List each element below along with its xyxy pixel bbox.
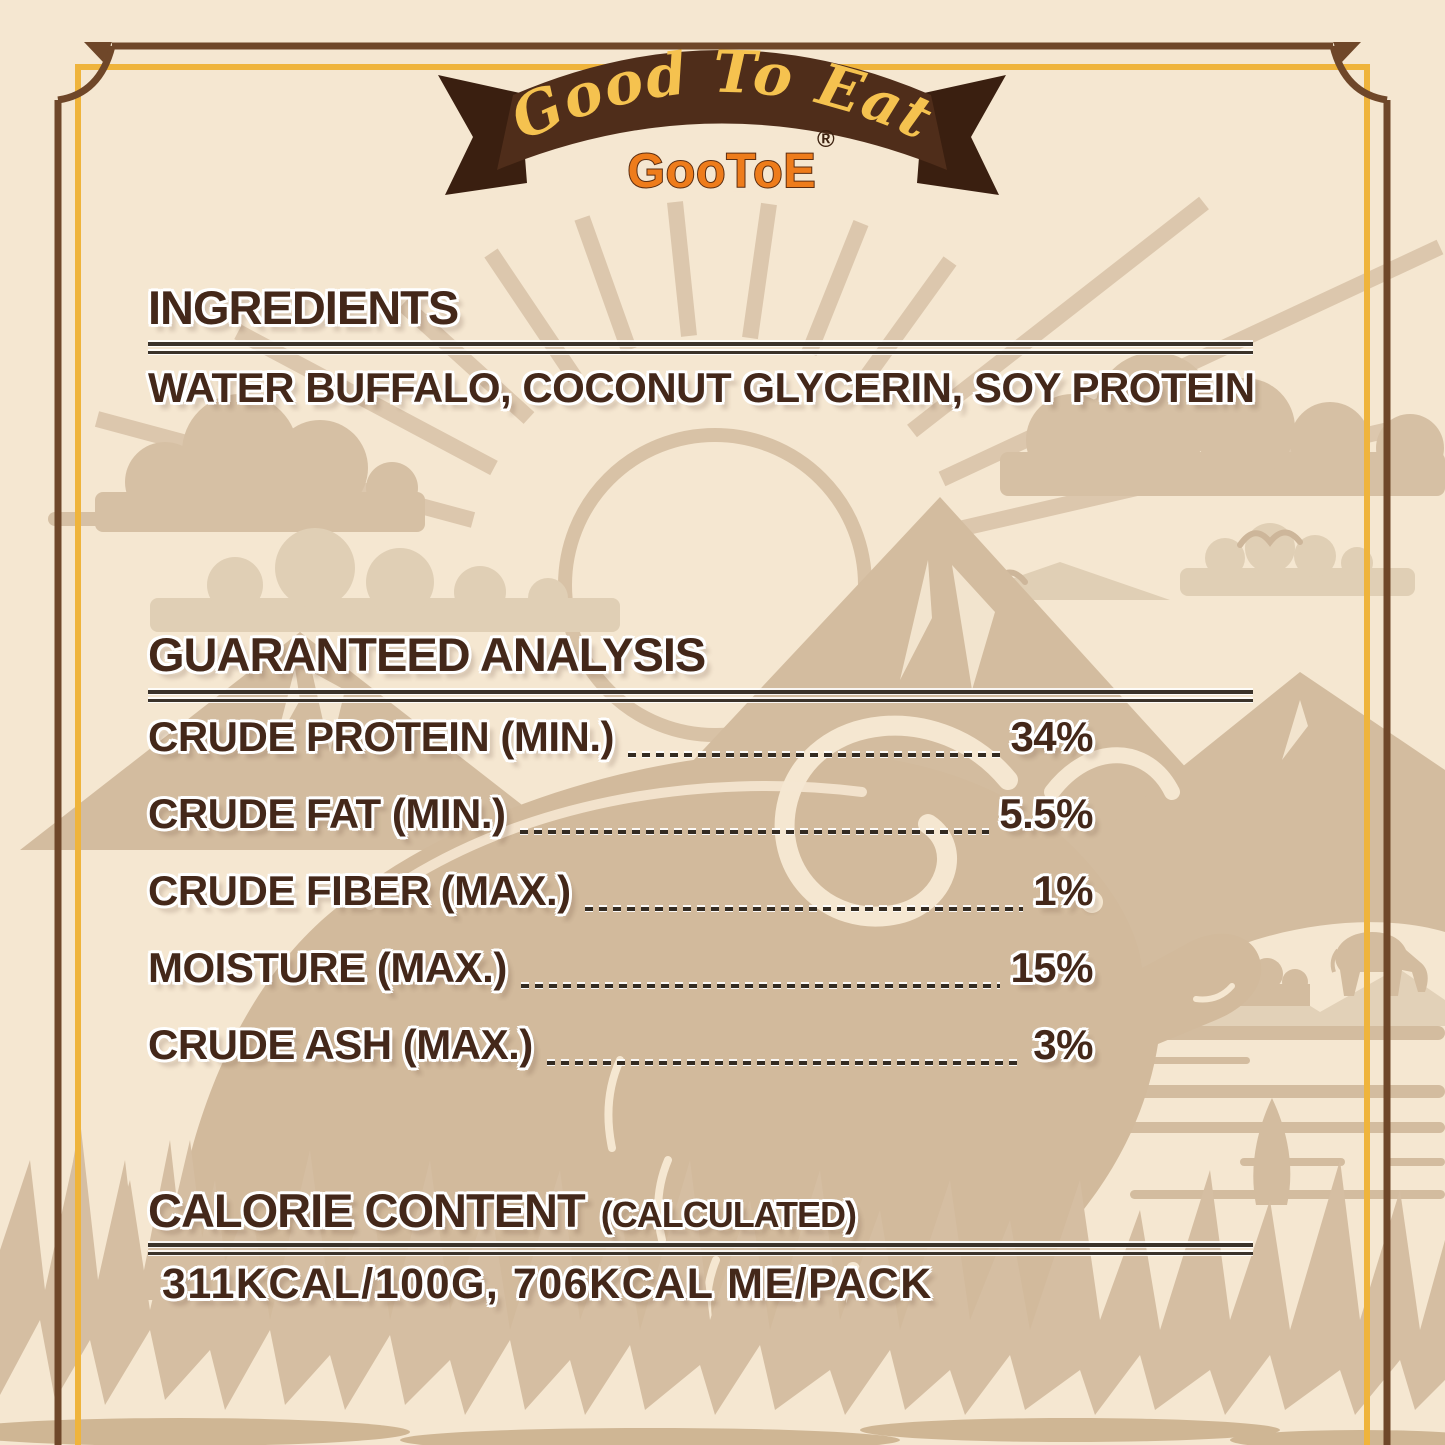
ingredients-list: WATER BUFFALO, COCONUT GLYCERIN, SOY PRO…: [148, 364, 1255, 411]
section-divider: [148, 342, 1253, 354]
calorie-content-subtitle: (CALCULATED): [600, 1194, 857, 1235]
cloud-light-icon: [150, 523, 1415, 632]
analysis-value: 1%: [1033, 867, 1093, 914]
dotted-leader: [584, 907, 1024, 911]
dotted-leader: [628, 753, 1001, 757]
buffalo-horn-icon: [774, 715, 1018, 927]
registered-trademark: ®: [817, 126, 835, 153]
table-row: CRUDE FAT (MIN.) 5.5%: [148, 772, 1093, 849]
guaranteed-analysis-table: CRUDE PROTEIN (MIN.) 34% CRUDE FAT (MIN.…: [148, 695, 1093, 1080]
analysis-label: MOISTURE (MAX.): [148, 944, 507, 991]
table-row: CRUDE PROTEIN (MIN.) 34%: [148, 695, 1093, 772]
ground-shadow: [0, 1418, 1445, 1445]
ribbon-band: [497, 50, 947, 170]
analysis-value: 5.5%: [999, 790, 1093, 837]
grass-front-illustration: [0, 1320, 1445, 1445]
frame-brown-line: [54, 42, 1391, 1445]
dotted-leader: [519, 830, 990, 834]
analysis-label: CRUDE FAT (MIN.): [148, 790, 506, 837]
calorie-content-title: CALORIE CONTENT: [148, 1184, 586, 1237]
ingredients-title: INGREDIENTS: [148, 281, 459, 334]
grazing-horse-icon: [1330, 932, 1428, 996]
cloud-icon: [48, 352, 1445, 532]
reed-icon: [1253, 1098, 1291, 1205]
analysis-label: CRUDE FIBER (MAX.): [148, 867, 571, 914]
brand-logo-halo: GooToE: [627, 145, 816, 198]
buffalo-eye-icon: [1081, 891, 1103, 913]
table-row: CRUDE ASH (MAX.) 3%: [148, 1003, 1093, 1080]
table-row: CRUDE FIBER (MAX.) 1%: [148, 849, 1093, 926]
analysis-value: 15%: [1010, 944, 1093, 991]
calorie-content-value: 311KCAL/100G, 706KCAL ME/PACK: [162, 1260, 933, 1308]
table-row: MOISTURE (MAX.) 15%: [148, 926, 1093, 1003]
dotted-leader: [520, 984, 1001, 988]
section-divider: [148, 690, 1253, 702]
buffalo-horn-icon: [1044, 747, 1180, 800]
calorie-content-heading: CALORIE CONTENT (CALCULATED): [148, 1184, 857, 1237]
analysis-value: 34%: [1010, 713, 1093, 760]
analysis-value: 3%: [1033, 1021, 1093, 1068]
grass-back-illustration: [0, 1130, 1445, 1445]
analysis-label: CRUDE ASH (MAX.): [148, 1021, 533, 1068]
grass-tall-illustration: [50, 1120, 230, 1300]
dotted-leader: [546, 1061, 1024, 1065]
section-divider: [148, 1243, 1253, 1255]
brand-script-text: Good To Eat: [501, 38, 944, 154]
analysis-label: CRUDE PROTEIN (MIN.): [148, 713, 615, 760]
brand-banner: Good To Eat GooToE GooToE ®: [438, 38, 1006, 203]
brand-logo: GooToE: [627, 145, 816, 198]
guaranteed-analysis-title: GUARANTEED ANALYSIS: [148, 628, 706, 681]
